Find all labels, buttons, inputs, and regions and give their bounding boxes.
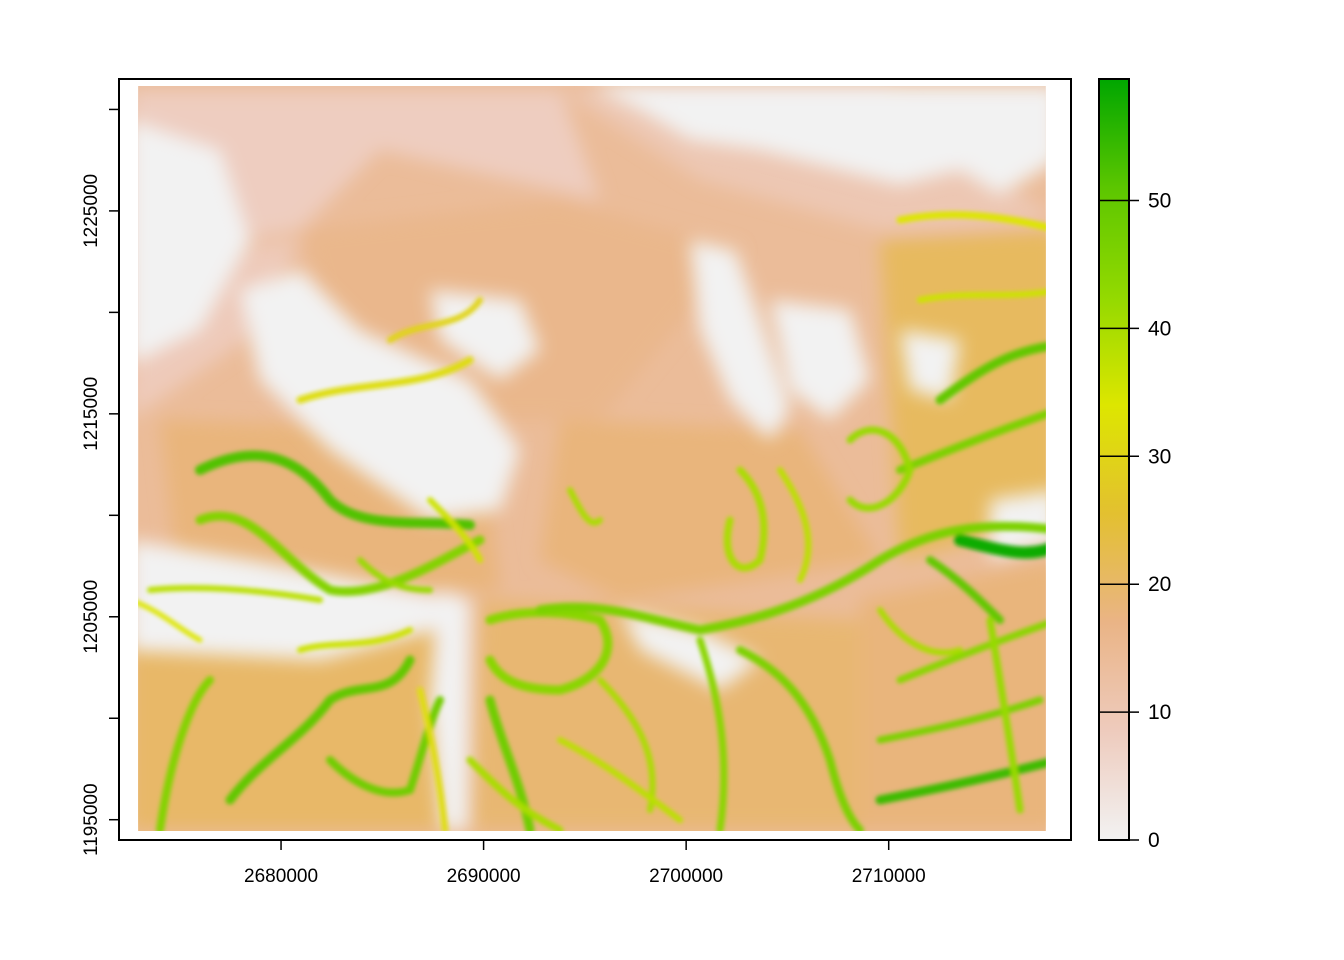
y-axis: 1195000 1205000 1215000 1225000 bbox=[81, 109, 119, 856]
colorbar-label: 40 bbox=[1148, 317, 1171, 340]
y-tick-label: 1205000 bbox=[81, 580, 102, 654]
x-tick-label: 2680000 bbox=[244, 866, 318, 887]
colorbar-label: 10 bbox=[1148, 701, 1171, 724]
colorbar-label: 0 bbox=[1148, 829, 1160, 852]
colorbar-legend: 0 10 20 30 40 50 bbox=[1099, 79, 1171, 852]
colorbar-label: 20 bbox=[1148, 573, 1171, 596]
y-tick-label: 1225000 bbox=[81, 174, 102, 248]
x-tick-label: 2700000 bbox=[649, 866, 723, 887]
slope-patch bbox=[860, 560, 1058, 830]
x-tick-label: 2690000 bbox=[447, 866, 521, 887]
colorbar-ramp bbox=[1099, 79, 1129, 840]
colorbar-label: 50 bbox=[1148, 190, 1171, 213]
x-tick-label: 2710000 bbox=[852, 866, 926, 887]
slope-raster bbox=[130, 86, 1058, 831]
colorbar-label: 30 bbox=[1148, 445, 1171, 468]
x-axis: 2680000 2690000 2700000 2710000 bbox=[244, 840, 926, 887]
y-tick-label: 1195000 bbox=[81, 783, 102, 856]
y-tick-label: 1215000 bbox=[81, 377, 102, 451]
